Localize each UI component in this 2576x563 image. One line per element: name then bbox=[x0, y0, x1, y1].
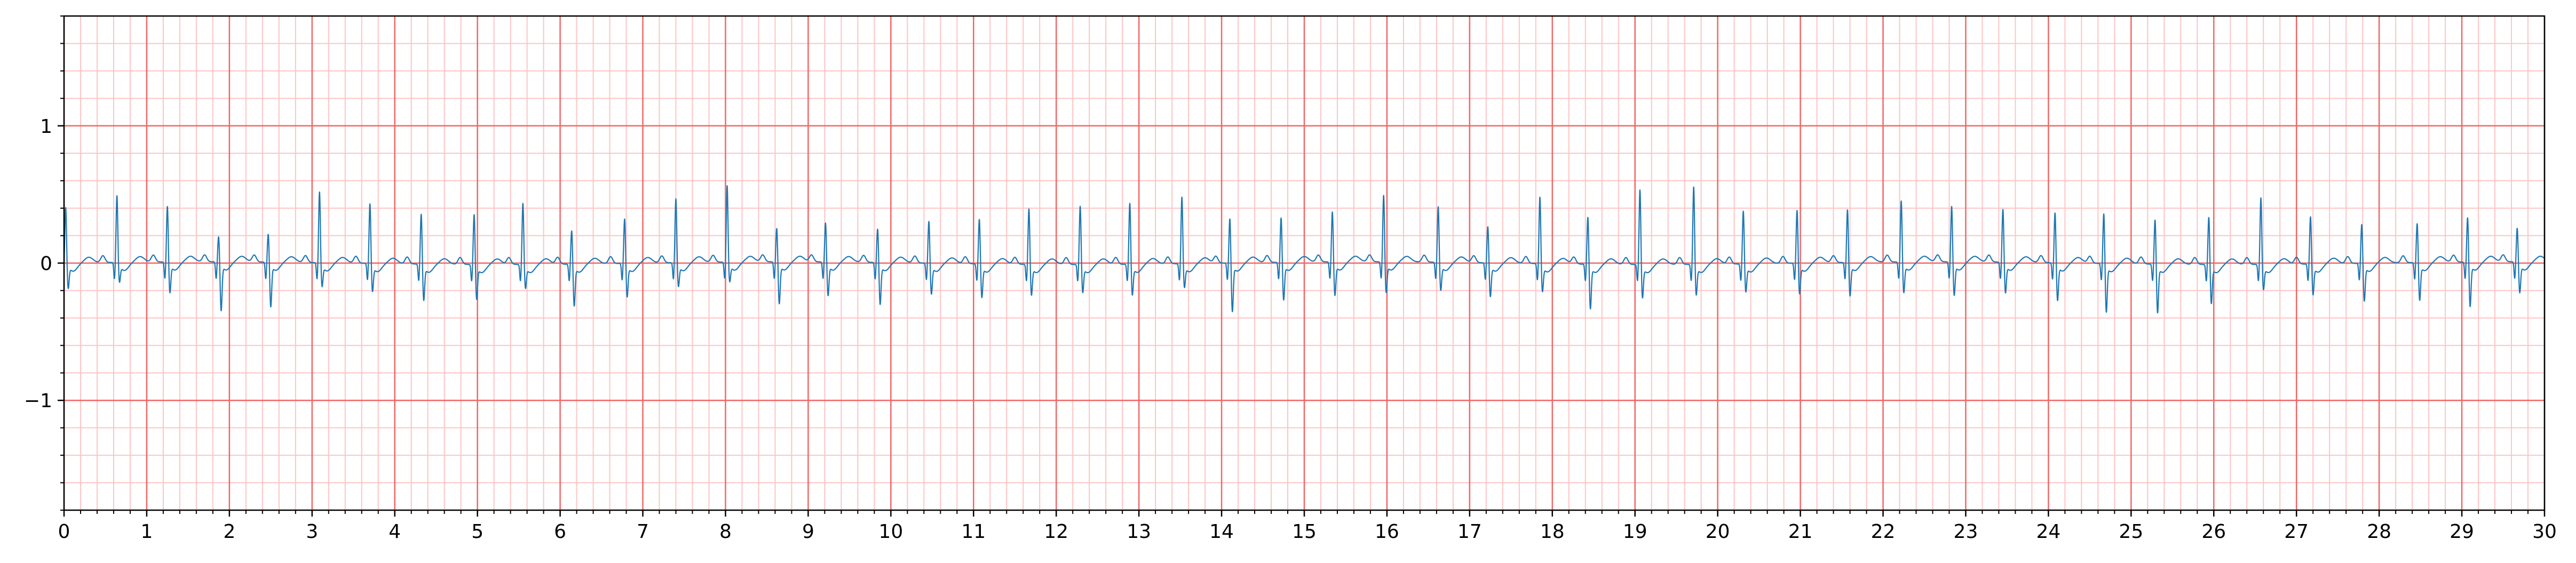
x-tick-label: 29 bbox=[2450, 521, 2474, 543]
x-tick-label: 22 bbox=[1871, 521, 1896, 543]
x-tick-label: 12 bbox=[1044, 521, 1068, 543]
x-tick-label: 1 bbox=[140, 521, 153, 543]
y-tick-labels: −1 0 1 bbox=[24, 116, 52, 412]
x-tick-label: 19 bbox=[1623, 521, 1647, 543]
x-tick-label: 16 bbox=[1375, 521, 1399, 543]
y-tick-label: 1 bbox=[40, 116, 52, 138]
x-tick-label: 3 bbox=[306, 521, 318, 543]
x-tick-label: 25 bbox=[2119, 521, 2143, 543]
x-tick-labels: 0 1 2 3 4 5 6 7 8 9 10 11 12 13 14 15 16 17 18 19 20 21 22 23 24… bbox=[58, 521, 2557, 543]
x-tick-label: 10 bbox=[878, 521, 903, 543]
x-tick-label: 20 bbox=[1706, 521, 1730, 543]
x-tick-label: 24 bbox=[2036, 521, 2060, 543]
x-tick-label: 13 bbox=[1127, 521, 1151, 543]
x-tick-label: 4 bbox=[389, 521, 401, 543]
x-tick-label: 6 bbox=[554, 521, 566, 543]
x-tick-label: 7 bbox=[637, 521, 649, 543]
x-tick-label: 0 bbox=[58, 521, 70, 543]
y-tick-label: 0 bbox=[40, 253, 52, 275]
x-tick-label: 8 bbox=[719, 521, 732, 543]
plot-frame bbox=[63, 15, 2546, 511]
x-tick-label: 26 bbox=[2201, 521, 2226, 543]
x-tick-label: 9 bbox=[802, 521, 814, 543]
y-tick-label: −1 bbox=[24, 390, 52, 412]
x-tick-label: 5 bbox=[471, 521, 484, 543]
x-tick-label: 23 bbox=[1954, 521, 1978, 543]
x-tick-label: 27 bbox=[2284, 521, 2309, 543]
x-tick-label: 28 bbox=[2367, 521, 2391, 543]
x-tick-label: 14 bbox=[1209, 521, 1234, 543]
x-tick-label: 18 bbox=[1540, 521, 1565, 543]
x-tick-label: 30 bbox=[2532, 521, 2557, 543]
x-tick-label: 15 bbox=[1292, 521, 1317, 543]
x-tick-label: 21 bbox=[1788, 521, 1813, 543]
x-tick-label: 17 bbox=[1457, 521, 1482, 543]
x-tick-label: 2 bbox=[223, 521, 235, 543]
x-tick-label: 11 bbox=[961, 521, 986, 543]
ecg-trace-line bbox=[63, 185, 2545, 314]
